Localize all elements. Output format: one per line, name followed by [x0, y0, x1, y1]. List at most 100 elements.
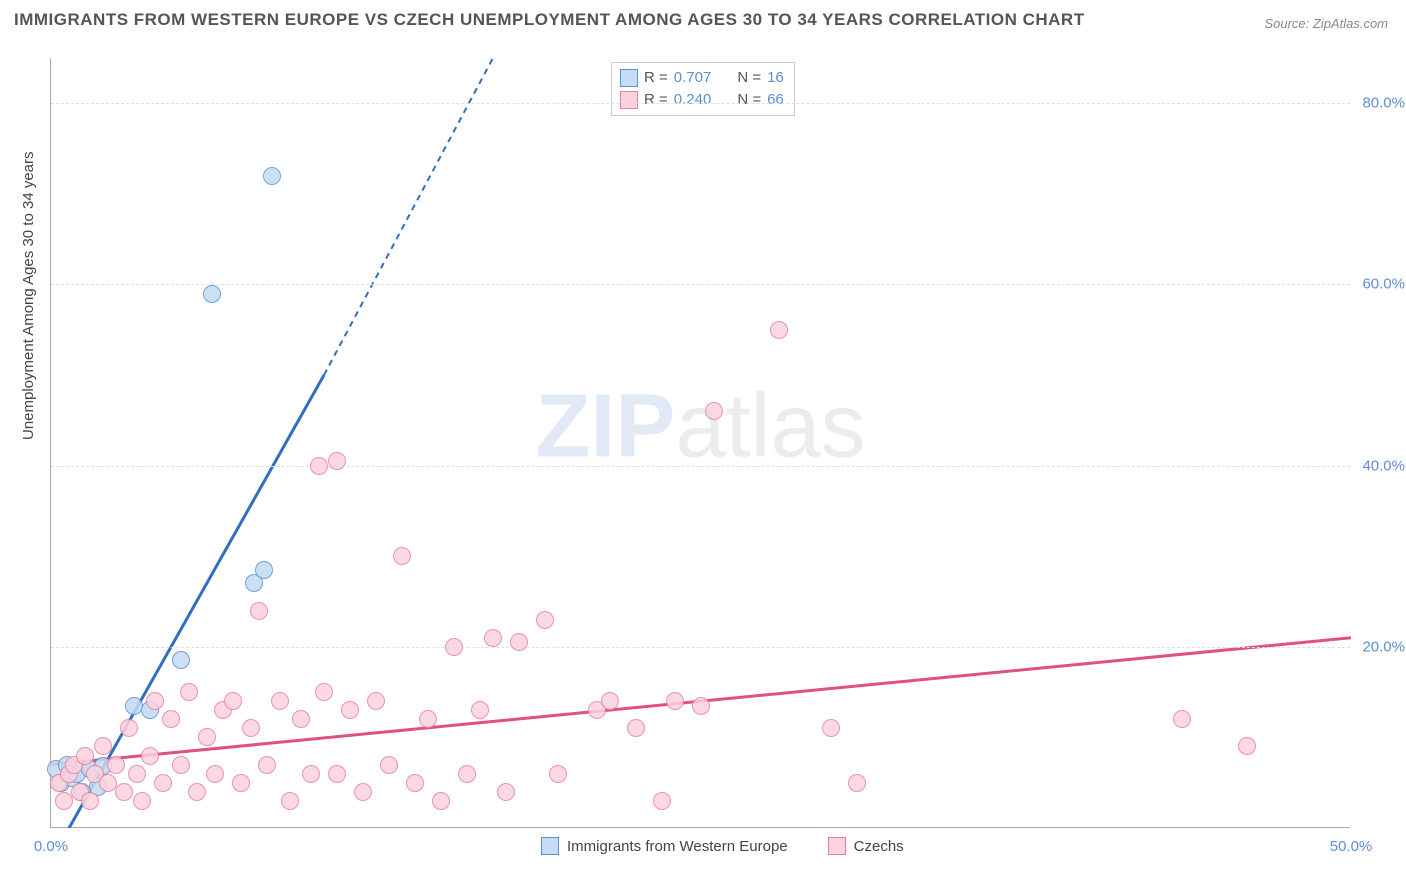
scatter-point-czechs: [292, 710, 310, 728]
scatter-point-czechs: [380, 756, 398, 774]
scatter-point-czechs: [310, 457, 328, 475]
scatter-point-czechs: [328, 765, 346, 783]
y-tick-label: 60.0%: [1355, 276, 1405, 293]
n-value: 66: [767, 89, 784, 111]
watermark-zip: ZIP: [535, 377, 675, 477]
scatter-point-czechs: [445, 638, 463, 656]
scatter-point-czechs: [419, 710, 437, 728]
series-legend-label: Immigrants from Western Europe: [567, 838, 788, 855]
r-label: R =: [644, 89, 668, 111]
r-label: R =: [644, 67, 668, 89]
scatter-point-czechs: [154, 774, 172, 792]
n-label: N =: [737, 89, 761, 111]
scatter-point-czechs: [627, 719, 645, 737]
chart-container: IMMIGRANTS FROM WESTERN EUROPE VS CZECH …: [0, 0, 1406, 892]
scatter-point-czechs: [315, 683, 333, 701]
scatter-point-czechs: [770, 321, 788, 339]
chart-title: IMMIGRANTS FROM WESTERN EUROPE VS CZECH …: [14, 10, 1085, 30]
scatter-point-czechs: [172, 756, 190, 774]
scatter-point-czechs: [692, 697, 710, 715]
scatter-point-czechs: [536, 611, 554, 629]
scatter-point-czechs: [76, 747, 94, 765]
scatter-point-czechs: [281, 792, 299, 810]
scatter-point-czechs: [146, 692, 164, 710]
legend-swatch: [828, 837, 846, 855]
scatter-point-czechs: [250, 602, 268, 620]
scatter-point-czechs: [242, 719, 260, 737]
scatter-point-czechs: [120, 719, 138, 737]
scatter-point-czechs: [666, 692, 684, 710]
scatter-point-czechs: [471, 701, 489, 719]
scatter-point-czechs: [406, 774, 424, 792]
scatter-point-czechs: [81, 792, 99, 810]
n-value: 16: [767, 67, 784, 89]
y-tick-label: 40.0%: [1355, 457, 1405, 474]
scatter-point-immigrants: [263, 167, 281, 185]
series-legend-item: Czechs: [828, 837, 904, 855]
plot-area: ZIPatlas R =0.707N =16R =0.240N =66 Immi…: [50, 58, 1350, 828]
scatter-point-czechs: [206, 765, 224, 783]
scatter-point-czechs: [432, 792, 450, 810]
r-value: 0.240: [674, 89, 712, 111]
scatter-point-czechs: [848, 774, 866, 792]
scatter-point-czechs: [601, 692, 619, 710]
series-legend-label: Czechs: [854, 838, 904, 855]
scatter-point-czechs: [393, 547, 411, 565]
scatter-point-czechs: [653, 792, 671, 810]
scatter-point-czechs: [705, 402, 723, 420]
legend-swatch: [541, 837, 559, 855]
trend-line-dashed-immigrants: [324, 58, 493, 375]
scatter-point-czechs: [258, 756, 276, 774]
scatter-point-czechs: [328, 452, 346, 470]
scatter-point-czechs: [341, 701, 359, 719]
scatter-point-czechs: [484, 629, 502, 647]
legend-swatch: [620, 91, 638, 109]
scatter-point-czechs: [367, 692, 385, 710]
scatter-point-czechs: [115, 783, 133, 801]
correlation-legend: R = 0.707 N = 16 R = 0.240 N = 66: [611, 62, 795, 116]
scatter-point-czechs: [128, 765, 146, 783]
r-value: 0.707: [674, 67, 712, 89]
watermark: ZIPatlas: [535, 376, 865, 479]
scatter-point-immigrants: [255, 561, 273, 579]
x-tick-label: 0.0%: [34, 838, 68, 855]
gridline: [51, 284, 1350, 285]
scatter-point-czechs: [458, 765, 476, 783]
scatter-point-czechs: [549, 765, 567, 783]
source-label: Source: ZipAtlas.com: [1264, 16, 1388, 31]
scatter-point-czechs: [1173, 710, 1191, 728]
scatter-point-czechs: [198, 728, 216, 746]
scatter-point-czechs: [133, 792, 151, 810]
scatter-point-immigrants: [172, 651, 190, 669]
scatter-point-czechs: [271, 692, 289, 710]
gridline: [51, 647, 1350, 648]
correlation-legend-row: R = 0.707 N = 16: [620, 67, 784, 89]
gridline: [51, 466, 1350, 467]
scatter-point-czechs: [107, 756, 125, 774]
scatter-point-czechs: [188, 783, 206, 801]
series-legend-item: Immigrants from Western Europe: [541, 837, 788, 855]
gridline: [51, 103, 1350, 104]
scatter-point-czechs: [94, 737, 112, 755]
scatter-point-czechs: [354, 783, 372, 801]
y-axis-label: Unemployment Among Ages 30 to 34 years: [20, 151, 37, 440]
scatter-point-czechs: [1238, 737, 1256, 755]
scatter-point-immigrants: [203, 285, 221, 303]
n-label: N =: [737, 67, 761, 89]
legend-swatch: [620, 69, 638, 87]
scatter-point-czechs: [162, 710, 180, 728]
scatter-point-czechs: [497, 783, 515, 801]
scatter-point-czechs: [302, 765, 320, 783]
scatter-point-czechs: [180, 683, 198, 701]
y-tick-label: 80.0%: [1355, 95, 1405, 112]
scatter-point-czechs: [510, 633, 528, 651]
correlation-legend-row: R = 0.240 N = 66: [620, 89, 784, 111]
scatter-point-czechs: [822, 719, 840, 737]
scatter-point-czechs: [232, 774, 250, 792]
scatter-point-czechs: [224, 692, 242, 710]
y-tick-label: 20.0%: [1355, 638, 1405, 655]
x-tick-label: 50.0%: [1330, 838, 1373, 855]
watermark-atlas: atlas: [675, 377, 865, 477]
scatter-point-czechs: [141, 747, 159, 765]
series-legend: Immigrants from Western Europe Czechs: [541, 837, 904, 855]
